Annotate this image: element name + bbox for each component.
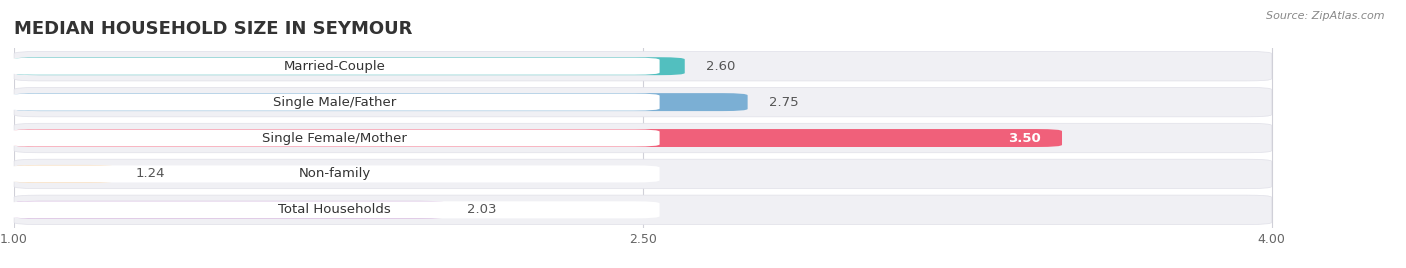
- FancyBboxPatch shape: [14, 57, 685, 75]
- FancyBboxPatch shape: [10, 165, 659, 183]
- Text: Non-family: Non-family: [298, 168, 371, 180]
- FancyBboxPatch shape: [10, 129, 659, 147]
- FancyBboxPatch shape: [10, 201, 659, 218]
- Text: 2.75: 2.75: [769, 96, 799, 109]
- Text: Married-Couple: Married-Couple: [284, 60, 385, 73]
- FancyBboxPatch shape: [14, 201, 446, 219]
- Text: 3.50: 3.50: [1008, 132, 1040, 144]
- FancyBboxPatch shape: [14, 51, 1271, 81]
- FancyBboxPatch shape: [10, 58, 659, 75]
- FancyBboxPatch shape: [14, 87, 1271, 117]
- FancyBboxPatch shape: [14, 123, 1271, 153]
- Text: 2.60: 2.60: [706, 60, 735, 73]
- Text: Total Households: Total Households: [278, 203, 391, 216]
- FancyBboxPatch shape: [14, 93, 748, 111]
- FancyBboxPatch shape: [14, 195, 1271, 225]
- Text: Source: ZipAtlas.com: Source: ZipAtlas.com: [1267, 11, 1385, 21]
- FancyBboxPatch shape: [14, 165, 115, 183]
- FancyBboxPatch shape: [14, 129, 1062, 147]
- FancyBboxPatch shape: [14, 159, 1271, 189]
- Text: 2.03: 2.03: [467, 203, 496, 216]
- FancyBboxPatch shape: [10, 94, 659, 111]
- Text: Single Male/Father: Single Male/Father: [273, 96, 396, 109]
- Text: Single Female/Mother: Single Female/Mother: [263, 132, 408, 144]
- Text: MEDIAN HOUSEHOLD SIZE IN SEYMOUR: MEDIAN HOUSEHOLD SIZE IN SEYMOUR: [14, 20, 412, 38]
- Text: 1.24: 1.24: [135, 168, 165, 180]
